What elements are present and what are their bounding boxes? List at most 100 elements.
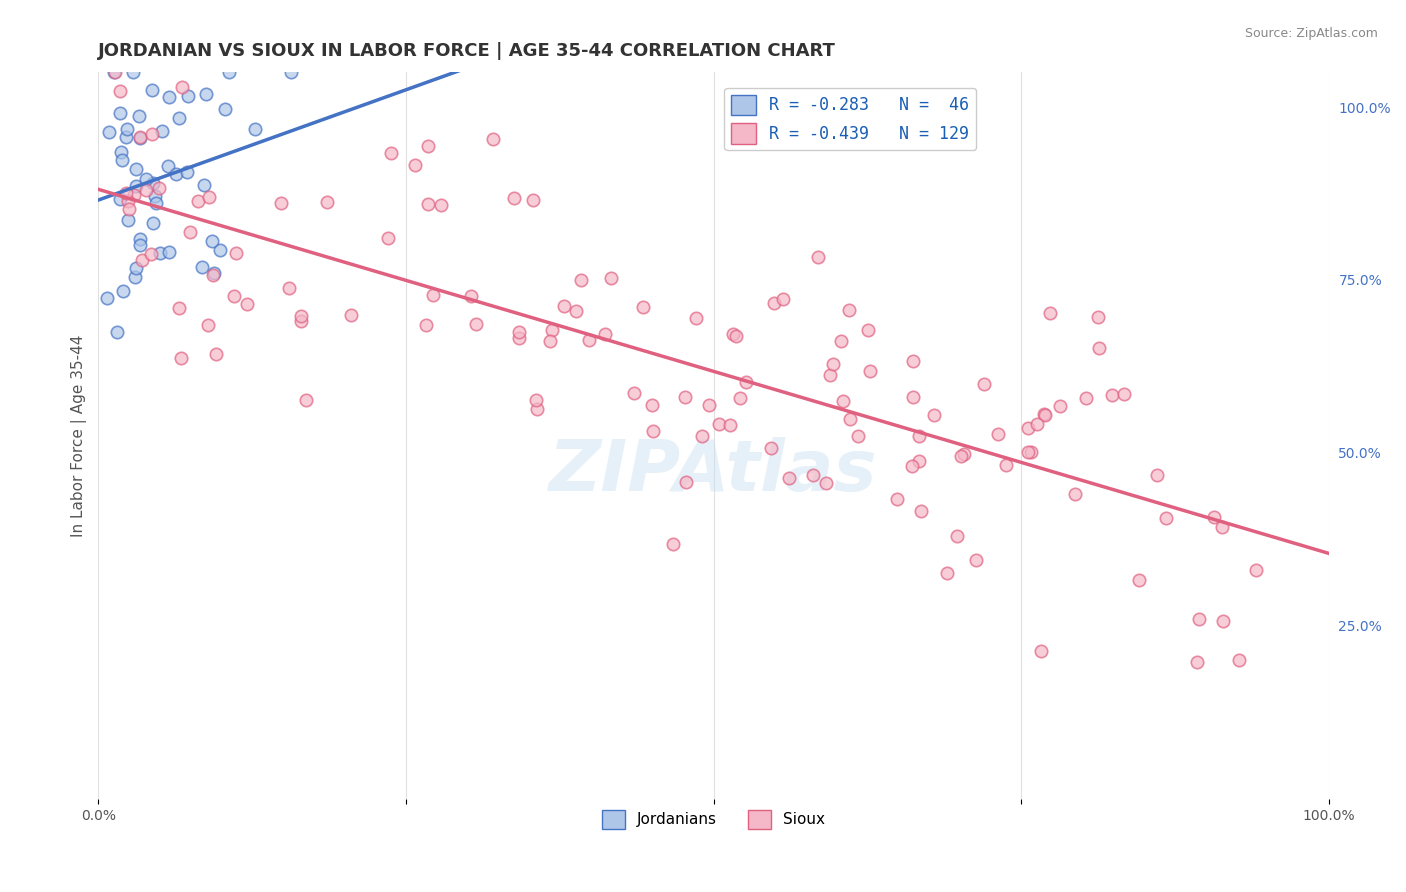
Point — [141, 247, 163, 261]
Point — [541, 323, 564, 337]
Point — [949, 449, 972, 463]
Point — [662, 537, 685, 551]
Point — [165, 167, 187, 181]
Point — [197, 318, 219, 332]
Point — [117, 213, 139, 227]
Point — [524, 392, 547, 407]
Point — [277, 281, 299, 295]
Point — [522, 193, 544, 207]
Point — [460, 289, 482, 303]
Point — [179, 225, 201, 239]
Point — [901, 458, 924, 473]
Point — [149, 245, 172, 260]
Point — [142, 216, 165, 230]
Point — [141, 83, 163, 97]
Point — [641, 398, 664, 412]
Point — [526, 402, 548, 417]
Point — [631, 300, 654, 314]
Point — [807, 250, 830, 264]
Point — [697, 399, 720, 413]
Point — [735, 376, 758, 390]
Point — [1074, 391, 1097, 405]
Point — [202, 266, 225, 280]
Text: ZIPAtlas: ZIPAtlas — [550, 437, 877, 507]
Point — [209, 243, 232, 257]
Point — [508, 331, 530, 345]
Point — [191, 260, 214, 275]
Point — [159, 90, 181, 104]
Point — [128, 237, 150, 252]
Point — [380, 146, 402, 161]
Text: Source: ZipAtlas.com: Source: ZipAtlas.com — [1244, 27, 1378, 40]
Point — [830, 334, 852, 348]
Point — [709, 417, 731, 432]
Point — [125, 162, 148, 177]
Point — [422, 287, 444, 301]
Point — [987, 427, 1010, 442]
Point — [772, 292, 794, 306]
Point — [464, 318, 486, 332]
Point — [135, 182, 157, 196]
Point — [280, 65, 302, 79]
Point — [569, 272, 592, 286]
Point — [290, 314, 312, 328]
Point — [1088, 341, 1111, 355]
Point — [901, 390, 924, 404]
Point — [170, 80, 193, 95]
Point — [1021, 444, 1043, 458]
Point — [201, 268, 224, 282]
Point — [1017, 421, 1039, 435]
Point — [595, 327, 617, 342]
Point — [377, 231, 399, 245]
Point — [1227, 652, 1250, 666]
Point — [815, 476, 838, 491]
Point — [145, 196, 167, 211]
Point — [108, 106, 131, 120]
Point — [115, 121, 138, 136]
Point — [124, 178, 146, 193]
Point — [177, 89, 200, 103]
Point — [222, 288, 245, 302]
Point — [415, 318, 437, 332]
Point — [503, 191, 526, 205]
Point — [416, 139, 439, 153]
Point — [236, 297, 259, 311]
Point — [910, 504, 932, 518]
Point — [187, 194, 209, 208]
Point — [832, 394, 855, 409]
Point — [1101, 388, 1123, 402]
Point — [1087, 310, 1109, 325]
Point — [946, 529, 969, 543]
Point — [673, 390, 696, 404]
Point — [96, 291, 118, 305]
Point — [129, 232, 152, 246]
Point — [114, 186, 136, 200]
Point — [1154, 511, 1177, 525]
Point — [538, 334, 561, 349]
Point — [858, 323, 880, 337]
Point — [214, 102, 236, 116]
Point — [1026, 417, 1049, 431]
Point — [641, 424, 664, 438]
Point — [124, 269, 146, 284]
Point — [416, 197, 439, 211]
Point — [1064, 487, 1087, 501]
Point — [721, 326, 744, 341]
Point — [886, 491, 908, 506]
Point — [201, 234, 224, 248]
Point — [122, 65, 145, 79]
Point — [859, 364, 882, 378]
Point — [1128, 573, 1150, 587]
Point — [110, 192, 132, 206]
Point — [142, 176, 165, 190]
Point — [778, 471, 800, 485]
Point — [838, 302, 860, 317]
Point — [553, 299, 575, 313]
Point — [801, 468, 824, 483]
Point — [150, 123, 173, 137]
Point — [953, 446, 976, 460]
Point — [125, 261, 148, 276]
Point — [973, 377, 995, 392]
Point — [225, 246, 247, 260]
Point — [129, 130, 152, 145]
